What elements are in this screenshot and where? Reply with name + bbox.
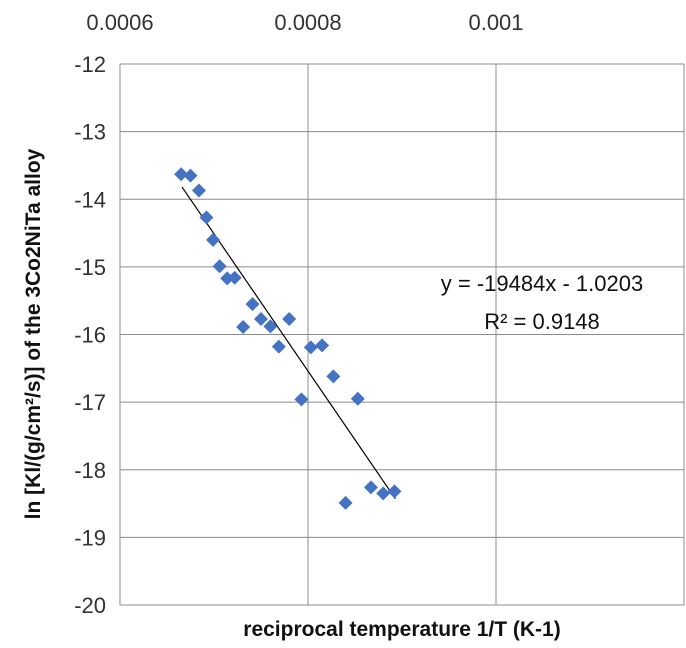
y-tick-label-1: -13	[74, 120, 106, 145]
data-point-2	[191, 183, 206, 198]
data-point-13	[282, 311, 297, 326]
data-point-17	[326, 369, 341, 384]
data-point-10	[254, 311, 268, 326]
trendline-equation: y = -19484x - 1.0203	[441, 271, 643, 296]
data-points	[174, 167, 402, 510]
x-tick-labels: 0.0006 0.0008 0.001	[86, 10, 523, 35]
data-point-1	[183, 168, 198, 183]
y-tick-labels: -12 -13 -14 -15 -16 -17 -18 -19 -20	[74, 52, 106, 618]
y-axis-title: ln [Kl/(g/cm²/s)] of the 3Co2NiTa alloy	[22, 148, 45, 519]
data-point-21	[376, 486, 391, 501]
data-point-11	[263, 319, 278, 334]
y-tick-label-5: -17	[74, 390, 106, 415]
data-point-3	[199, 210, 214, 225]
x-tick-label-2: 0.001	[468, 10, 523, 35]
y-tick-label-8: -20	[74, 593, 106, 618]
data-point-4	[206, 232, 221, 247]
data-point-5	[212, 259, 227, 274]
y-tick-label-6: -18	[74, 458, 106, 483]
data-point-19	[350, 391, 365, 406]
y-tick-label-0: -12	[74, 52, 106, 77]
data-point-8	[236, 320, 251, 335]
x-tick-label-1: 0.0008	[274, 10, 341, 35]
r-squared-label: R² = 0.9148	[484, 309, 600, 334]
x-tick-label-0: 0.0006	[86, 10, 153, 35]
data-point-12	[271, 339, 286, 354]
data-point-16	[315, 338, 330, 353]
y-tick-label-3: -15	[74, 255, 106, 280]
data-point-9	[245, 297, 260, 312]
data-point-22	[387, 484, 402, 499]
data-point-18	[338, 495, 353, 510]
data-point-20	[363, 480, 378, 495]
y-tick-label-4: -16	[74, 323, 106, 348]
data-point-0	[174, 167, 189, 182]
data-point-14	[294, 392, 309, 407]
data-point-15	[303, 340, 318, 355]
y-tick-label-7: -19	[74, 525, 106, 550]
data-point-7	[227, 270, 242, 285]
x-axis-title: reciprocal temperature 1/T (K-1)	[243, 618, 560, 641]
y-tick-label-2: -14	[74, 187, 106, 212]
